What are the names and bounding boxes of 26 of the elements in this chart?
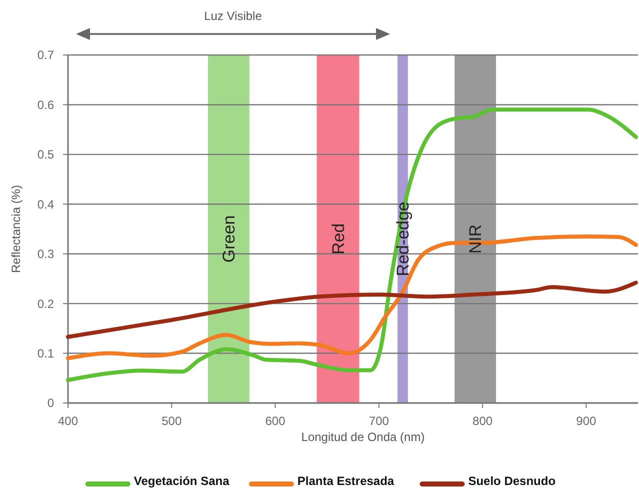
x-tick-label: 800 [472, 414, 493, 428]
y-tick-label: 0.4 [37, 197, 54, 212]
y-axis-title: Reflectancia (%) [9, 184, 23, 274]
band-label: Green [220, 215, 239, 263]
y-tick-label: 0.7 [37, 48, 54, 62]
y-tick-label: 0.5 [37, 148, 54, 162]
legend-label: Planta Estresada [297, 474, 394, 488]
x-tick-label: 500 [162, 414, 182, 428]
legend-label: Vegetación Sana [134, 474, 230, 488]
x-tick-label: 700 [368, 414, 390, 428]
text: Luz Visible [204, 9, 262, 23]
y-tick-label: 0.1 [37, 346, 54, 360]
band-label: NIR [466, 224, 486, 254]
x-axis-title: Longitud de Onda (nm) [301, 430, 425, 444]
legend-label: Suelo Desnudo [468, 474, 556, 488]
y-tick-label: 0.3 [37, 247, 54, 262]
x-tick-label: 400 [58, 414, 78, 428]
x-tick-label: 900 [576, 414, 597, 428]
y-tick-label: 0 [47, 396, 54, 410]
line-series [66, 108, 638, 382]
line-series [66, 280, 638, 339]
x-tick-label: 600 [265, 414, 286, 428]
band-label: Red-edge [394, 202, 413, 276]
band-label: Red [328, 223, 348, 255]
y-tick-label: 0.2 [37, 296, 54, 311]
y-tick-label: 0.6 [37, 98, 54, 112]
